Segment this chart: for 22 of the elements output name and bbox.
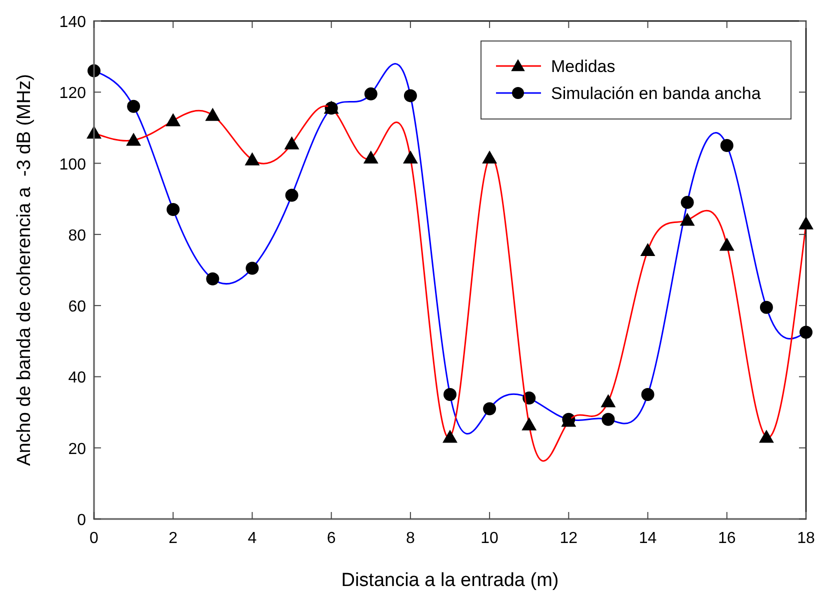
y-tick-label: 20 [68, 440, 86, 458]
y-tick-label: 120 [59, 85, 86, 102]
x-tick-label: 6 [326, 530, 336, 547]
x-axis-title: Distancia a la entrada (m) [341, 570, 559, 591]
y-tick-label: 60 [68, 298, 86, 316]
x-tick-label: 16 [718, 530, 736, 547]
y-tick-label: 40 [68, 370, 86, 387]
x-tick-label: 2 [168, 530, 178, 547]
x-tick-label: 4 [248, 530, 257, 547]
x-tick-label: 10 [480, 530, 499, 547]
x-tick-label: 8 [406, 530, 415, 547]
y-axis-title: Ancho de banda de coherencia a -3 dB (MHz) [14, 74, 35, 466]
x-tick-label: 12 [560, 530, 578, 547]
x-tick-label: 18 [797, 530, 815, 547]
x-tick-label: 0 [90, 530, 99, 547]
y-tick-label: 0 [77, 512, 86, 529]
x-tick-label: 14 [638, 530, 657, 547]
y-tick-label: 140 [59, 14, 86, 31]
legend-label: Simulación en banda ancha [551, 84, 762, 103]
legend-label: Medidas [551, 57, 616, 76]
y-tick-label: 80 [68, 227, 86, 244]
y-tick-label: 100 [59, 156, 86, 174]
